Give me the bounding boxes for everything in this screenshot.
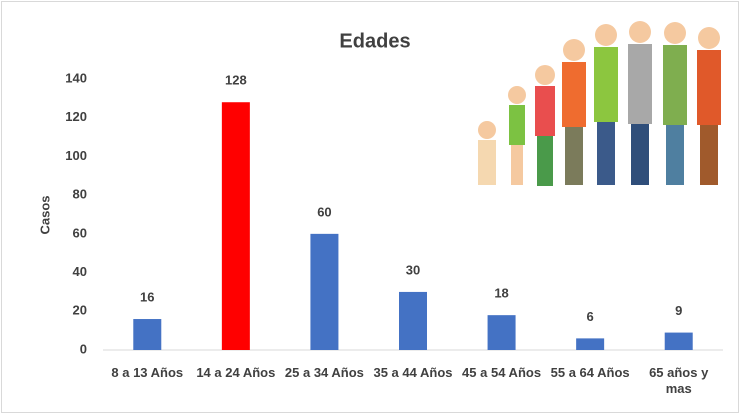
data-label: 9	[675, 303, 682, 318]
y-tick-label: 20	[73, 303, 87, 318]
bar	[310, 234, 338, 350]
y-tick-label: 80	[73, 187, 87, 202]
bar	[133, 319, 161, 350]
y-tick-label: 0	[80, 341, 87, 356]
data-label: 128	[225, 73, 247, 88]
x-tick-label: 8 a 13 Años	[105, 365, 189, 381]
x-tick-label: 35 a 44 Años	[371, 365, 455, 381]
x-tick-label: 14 a 24 Años	[194, 365, 278, 381]
x-tick-label: 25 a 34 Años	[282, 365, 366, 381]
data-label: 18	[494, 286, 508, 301]
bar	[222, 102, 250, 350]
data-label: 6	[587, 309, 594, 324]
bar	[576, 338, 604, 350]
y-tick-label: 60	[73, 225, 87, 240]
chart-page: Edades Casos 0 20 40 60 80 100 120 140 16 128 60 30…	[0, 0, 740, 414]
data-label: 16	[140, 289, 154, 304]
chart: Edades Casos 0 20 40 60 80 100 120 140 16 128 60 30…	[0, 0, 740, 414]
y-tick-label: 120	[65, 109, 87, 124]
x-tick-label: 55 a 64 Años	[548, 365, 632, 381]
chart-title: Edades	[339, 30, 410, 52]
y-tick-label: 100	[65, 148, 87, 163]
x-tick-label: 45 a 54 Años	[460, 365, 544, 381]
bar	[399, 292, 427, 350]
chart-border	[2, 2, 739, 413]
y-tick-label: 140	[65, 70, 87, 85]
x-tick-label: 65 años y mas	[637, 365, 721, 397]
y-tick-label: 40	[73, 264, 87, 279]
data-label: 60	[317, 204, 331, 219]
data-label: 30	[406, 262, 420, 277]
y-axis-label: Casos	[37, 195, 52, 234]
bar	[665, 333, 693, 350]
bar	[488, 315, 516, 350]
